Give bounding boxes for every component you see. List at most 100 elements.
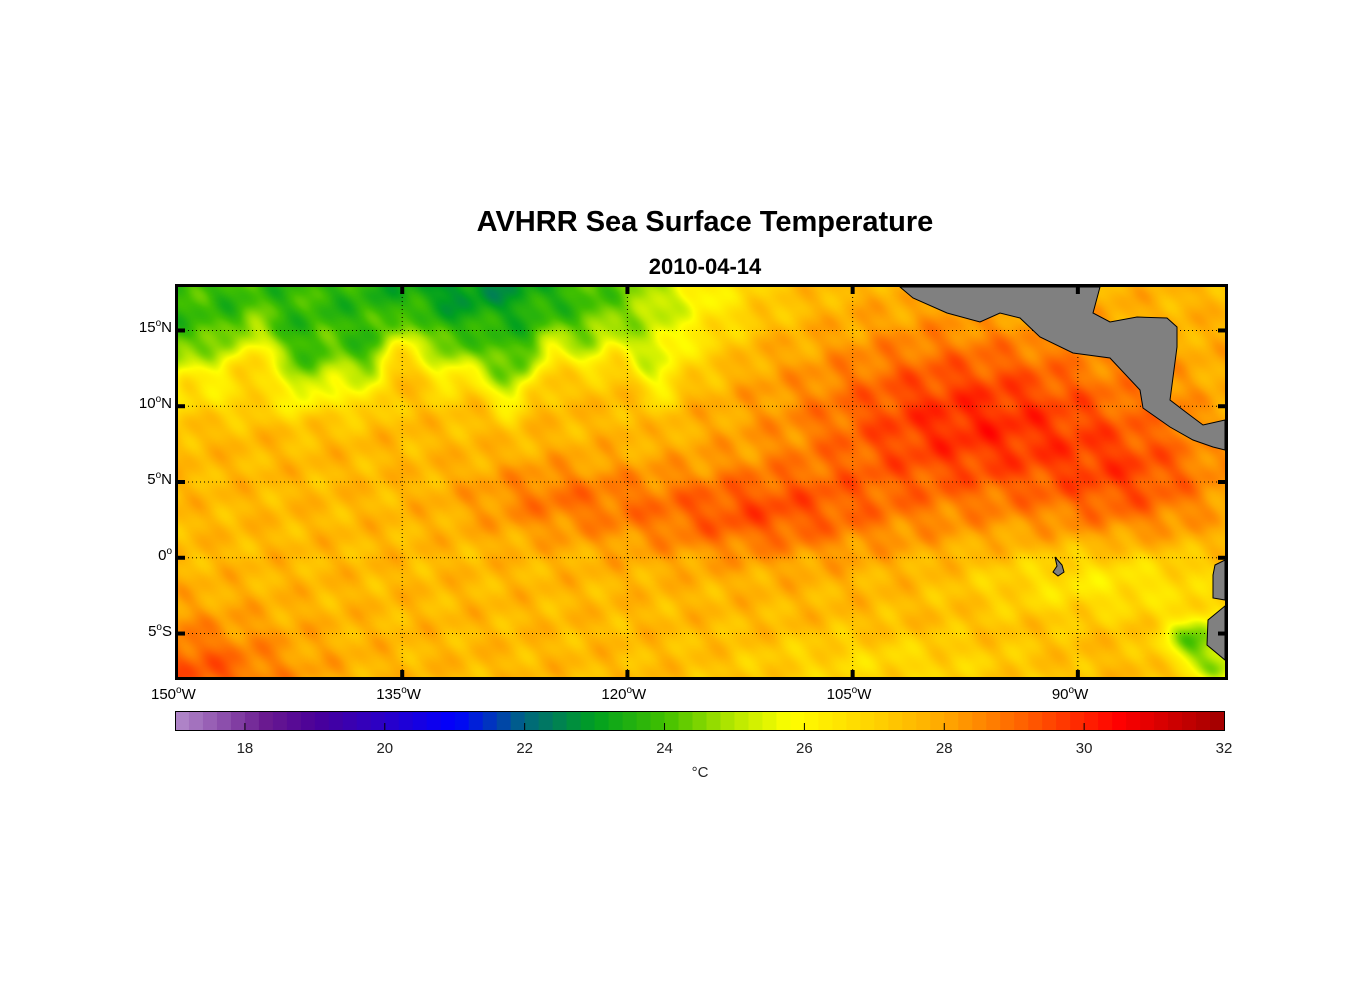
hem: W xyxy=(1074,686,1089,703)
hem: W xyxy=(857,686,872,703)
colorbar-segment xyxy=(860,711,875,730)
colorbar-segment xyxy=(258,711,274,730)
colorbar-segment xyxy=(175,711,190,730)
lat-tick-label: 10oN xyxy=(139,394,172,412)
hem: W xyxy=(406,686,421,703)
hem: N xyxy=(161,471,172,488)
land-south-america-north xyxy=(1212,559,1226,601)
colorbar-segment xyxy=(1126,711,1141,730)
colorbar-segment xyxy=(300,711,316,730)
colorbar-segment xyxy=(1210,711,1225,730)
colorbar-segment xyxy=(370,711,386,730)
axis-ticks xyxy=(176,285,1227,679)
deg: 10 xyxy=(138,395,156,413)
deg: 120 xyxy=(601,686,627,703)
colorbar-segment xyxy=(1028,711,1043,730)
degree-sign: o xyxy=(851,685,858,696)
colorbar-segment xyxy=(678,711,694,730)
sst-heatmap xyxy=(176,285,1227,679)
colorbar-segment xyxy=(902,711,917,730)
colorbar xyxy=(175,711,1225,731)
colorbar-segment xyxy=(818,711,833,730)
lon-tick-label: 135oW xyxy=(376,685,421,703)
colorbar-segment xyxy=(524,711,540,730)
colorbar-segment xyxy=(1098,711,1113,730)
degree-sign: o xyxy=(166,545,172,557)
lon-tick-label: 105oW xyxy=(827,685,872,703)
colorbar-segment xyxy=(398,711,414,730)
colorbar-segment xyxy=(846,711,861,730)
colorbar-tick-label: 18 xyxy=(236,740,254,757)
colorbar-segment xyxy=(874,711,889,730)
colorbar-segment xyxy=(650,711,666,730)
colorbar-segment xyxy=(1154,711,1169,730)
deg: 5 xyxy=(148,622,157,640)
colorbar-segment xyxy=(1000,711,1015,730)
land xyxy=(898,286,1226,662)
colorbar-segment xyxy=(342,711,358,730)
degree-sign: o xyxy=(626,685,633,696)
lat-tick-label: 15oN xyxy=(139,318,172,336)
colorbar-segment xyxy=(930,711,945,730)
deg: 135 xyxy=(376,686,402,703)
colorbar-segment xyxy=(454,711,470,730)
colorbar-segment xyxy=(314,711,330,730)
colorbar-segment xyxy=(580,711,596,730)
colorbar-tick-label: 24 xyxy=(656,740,673,757)
colorbar-segment xyxy=(566,711,582,730)
degree-sign: o xyxy=(156,621,162,633)
colorbar-segment xyxy=(622,711,638,730)
colorbar-segment xyxy=(244,711,260,730)
deg: 0 xyxy=(158,546,167,564)
degree-sign: o xyxy=(155,470,162,481)
colorbar-frame xyxy=(175,711,1225,731)
colorbar-segment xyxy=(762,711,778,730)
colorbar-segment xyxy=(286,711,302,730)
colorbar-segment xyxy=(832,711,847,730)
deg: 5 xyxy=(147,471,156,488)
colorbar-segment xyxy=(1014,711,1029,730)
colorbar-segment xyxy=(692,711,708,730)
colorbar-segment xyxy=(216,711,232,730)
deg: 90 xyxy=(1051,686,1069,703)
colorbar-segment xyxy=(608,711,624,730)
colorbar-segment xyxy=(440,711,456,730)
colorbar-segment xyxy=(706,711,722,730)
graticule xyxy=(176,285,1227,679)
hem: S xyxy=(161,622,172,640)
degree-sign: o xyxy=(401,685,407,696)
lon-tick-label: 120oW xyxy=(601,685,646,703)
colorbar-tick-label: 28 xyxy=(935,740,953,757)
colorbar-segment xyxy=(1084,711,1099,730)
colorbar-segment xyxy=(538,711,554,730)
colorbar-segment xyxy=(944,711,959,730)
colorbar-segment xyxy=(1182,711,1197,730)
colorbar-segment xyxy=(1140,711,1155,730)
chart-subtitle: 2010-04-14 xyxy=(648,254,762,279)
colorbar-segment xyxy=(916,711,931,730)
lon-tick-label: 90oW xyxy=(1052,685,1088,703)
colorbar-segment xyxy=(1042,711,1057,730)
colorbar-segment xyxy=(412,711,428,730)
degree-sign: o xyxy=(176,685,182,696)
colorbar-segment xyxy=(664,711,680,730)
colorbar-segment xyxy=(986,711,1001,730)
deg: 105 xyxy=(826,686,852,703)
colorbar-segment xyxy=(888,711,903,730)
colorbar-segment xyxy=(1196,711,1211,730)
degree-sign: o xyxy=(1068,685,1075,696)
deg: 15 xyxy=(138,319,156,337)
hem: N xyxy=(161,395,172,413)
lon-tick-label: 150oW xyxy=(151,685,196,703)
colorbar-segment xyxy=(1056,711,1071,730)
degree-sign: o xyxy=(155,394,162,406)
chart-title: AVHRR Sea Surface Temperature xyxy=(476,206,934,238)
colorbar-segment xyxy=(1112,711,1127,730)
colorbar-tick-label: 22 xyxy=(516,740,533,757)
hem: W xyxy=(632,686,647,703)
colorbar-tick-label: 32 xyxy=(1215,740,1233,757)
colorbar-segment xyxy=(202,711,218,730)
colorbar-unit-label: °C xyxy=(691,764,709,781)
lat-tick-label: 0o xyxy=(158,546,172,564)
lat-tick-label: 5oN xyxy=(147,470,172,488)
